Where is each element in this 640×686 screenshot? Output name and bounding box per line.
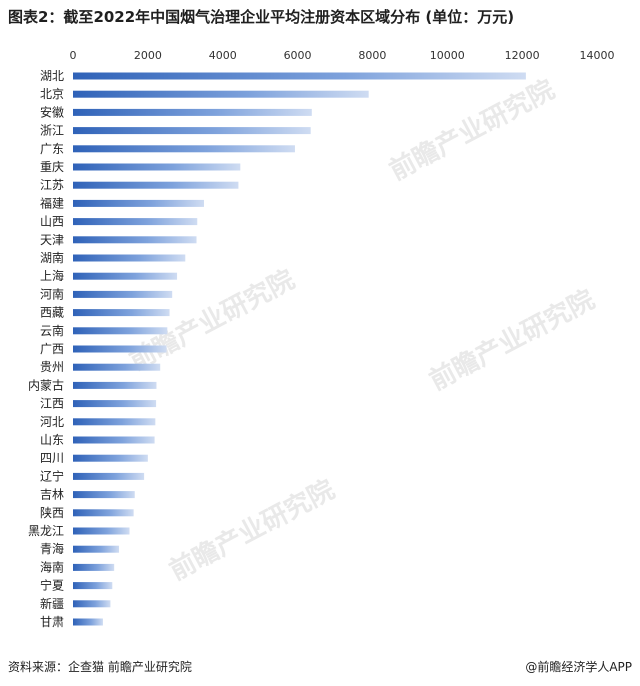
category-label: 内蒙古 (28, 377, 64, 392)
category-label: 黑龙江 (28, 524, 64, 538)
category-label: 福建 (40, 195, 64, 210)
category-label: 湖南 (40, 250, 64, 265)
bar (73, 199, 204, 207)
category-label: 新疆 (40, 596, 64, 611)
bar (73, 108, 312, 116)
bar (73, 400, 157, 408)
category-label: 浙江 (40, 124, 64, 138)
x-tick-label: 0 (70, 49, 77, 62)
category-label: 上海 (40, 268, 64, 283)
bar (73, 236, 197, 244)
bar (73, 418, 156, 426)
x-tick-label: 12000 (505, 49, 540, 62)
x-tick-label: 8000 (358, 49, 386, 62)
bar (73, 290, 173, 298)
bar (73, 600, 111, 608)
category-label: 天津 (40, 233, 64, 247)
category-label: 辽宁 (40, 468, 64, 483)
category-label: 贵州 (40, 360, 64, 374)
bar (73, 491, 135, 499)
bar (73, 545, 120, 553)
category-label: 江西 (40, 397, 64, 411)
category-label: 山东 (40, 433, 64, 447)
bar (73, 563, 115, 571)
x-tick-label: 4000 (209, 49, 237, 62)
category-label: 广东 (40, 142, 64, 156)
bar (73, 163, 241, 171)
category-label: 甘肃 (40, 615, 64, 629)
category-label: 吉林 (40, 488, 64, 502)
category-label: 广西 (40, 342, 64, 356)
x-tick-label: 10000 (430, 49, 465, 62)
category-label: 河北 (40, 415, 64, 429)
bar (73, 309, 170, 317)
bar (73, 272, 178, 280)
category-label: 海南 (40, 559, 64, 574)
bar (73, 618, 103, 626)
bar (73, 72, 526, 80)
bar (73, 90, 369, 98)
bar (73, 363, 161, 371)
category-label: 重庆 (40, 160, 64, 174)
chart-title: 图表2：截至2022年中国烟气治理企业平均注册资本区域分布 (单位：万元) (8, 8, 515, 26)
category-label: 安徽 (40, 104, 64, 119)
bar (73, 454, 148, 462)
bar (73, 582, 113, 590)
category-label: 北京 (40, 87, 64, 101)
bar (73, 527, 130, 535)
bars (73, 72, 526, 626)
bar (73, 218, 198, 226)
category-label: 宁夏 (40, 578, 64, 593)
bar (73, 127, 311, 135)
bar (73, 472, 145, 480)
category-label: 四川 (40, 451, 64, 465)
category-label: 陕西 (40, 505, 64, 520)
brand-credit: @前瞻经济学人APP (525, 660, 632, 674)
bar (73, 327, 168, 335)
bar (73, 345, 167, 353)
category-label: 江苏 (40, 178, 64, 192)
category-label: 河南 (40, 286, 64, 301)
x-tick-label: 6000 (284, 49, 312, 62)
category-label: 湖北 (40, 68, 64, 83)
bar (73, 509, 134, 517)
x-axis: 0 2000 4000 6000 8000 10000 12000 14000 (70, 49, 615, 62)
bar (73, 181, 239, 189)
category-label: 山西 (40, 215, 64, 229)
category-labels: 湖北北京安徽浙江广东重庆江苏福建山西天津湖南上海河南西藏云南广西贵州内蒙古江西河… (28, 68, 64, 629)
category-label: 云南 (40, 323, 64, 338)
bar (73, 145, 295, 153)
bar (73, 254, 186, 262)
x-tick-label: 2000 (134, 49, 162, 62)
bar (73, 436, 155, 444)
category-label: 青海 (40, 541, 64, 556)
bar (73, 381, 157, 389)
x-tick-label: 14000 (580, 49, 615, 62)
category-label: 西藏 (40, 306, 64, 320)
source-note: 资料来源：企查猫 前瞻产业研究院 (8, 660, 192, 674)
